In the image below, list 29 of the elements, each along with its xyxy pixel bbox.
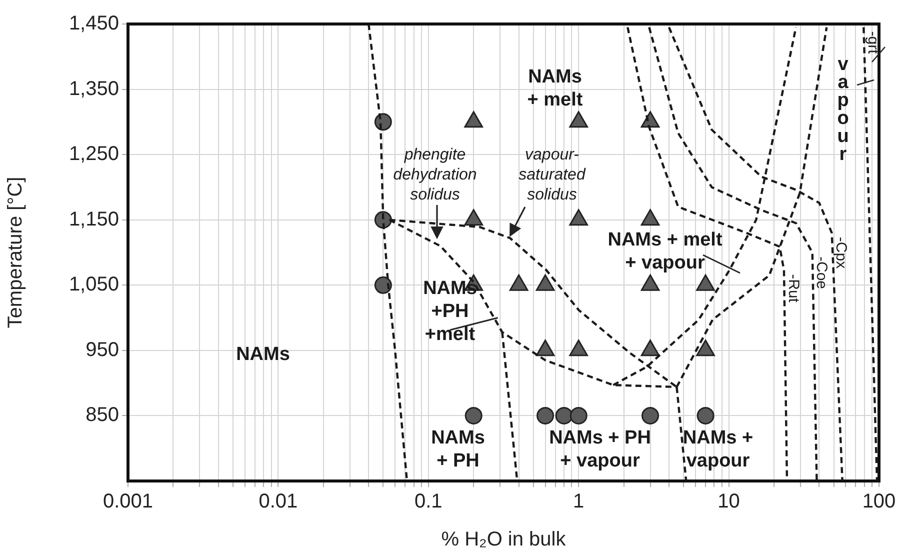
annotation: phengite dehydration solidus bbox=[393, 146, 477, 204]
text: -Cpx bbox=[832, 236, 850, 270]
x-tick-label: 0.001 bbox=[102, 490, 154, 513]
text: -Rut bbox=[784, 274, 802, 304]
annotation: vapour- saturated solidus bbox=[518, 146, 586, 204]
annotation: NAMs bbox=[236, 344, 290, 366]
x-tick-label: 100 bbox=[862, 490, 896, 513]
annotation: NAMs +PH +melt bbox=[423, 278, 477, 346]
y-axis-title: Temperature [°C] bbox=[4, 176, 27, 328]
y-tick-label: 850 bbox=[86, 404, 119, 426]
y-tick-label: 1,050 bbox=[68, 274, 119, 296]
annotation: NAMs + melt bbox=[527, 66, 584, 111]
annotation: NAMs + PH bbox=[431, 428, 485, 472]
y-tick-label: 950 bbox=[86, 338, 119, 361]
annotation: NAMs + vapour bbox=[682, 428, 754, 472]
x-tick-label: 10 bbox=[718, 490, 740, 513]
x-tick-label: 0.1 bbox=[414, 490, 442, 513]
y-tick-label: 1,450 bbox=[68, 12, 119, 35]
y-tick-label: 1,350 bbox=[68, 78, 119, 100]
annotation: NAMs + melt + vapour bbox=[608, 230, 723, 274]
y-tick-label: 1,250 bbox=[68, 143, 119, 166]
annotation: vapour bbox=[837, 54, 849, 166]
x-axis-title: % H₂O in bulk bbox=[441, 528, 567, 551]
text: -Coe bbox=[813, 256, 830, 290]
x-tick-label: 1 bbox=[573, 490, 584, 513]
annotation: NAMs + PH + vapour bbox=[549, 428, 651, 472]
y-tick-label: 1,150 bbox=[68, 208, 119, 230]
x-tick-label: 0.01 bbox=[258, 490, 298, 513]
text: -grt bbox=[864, 31, 882, 55]
